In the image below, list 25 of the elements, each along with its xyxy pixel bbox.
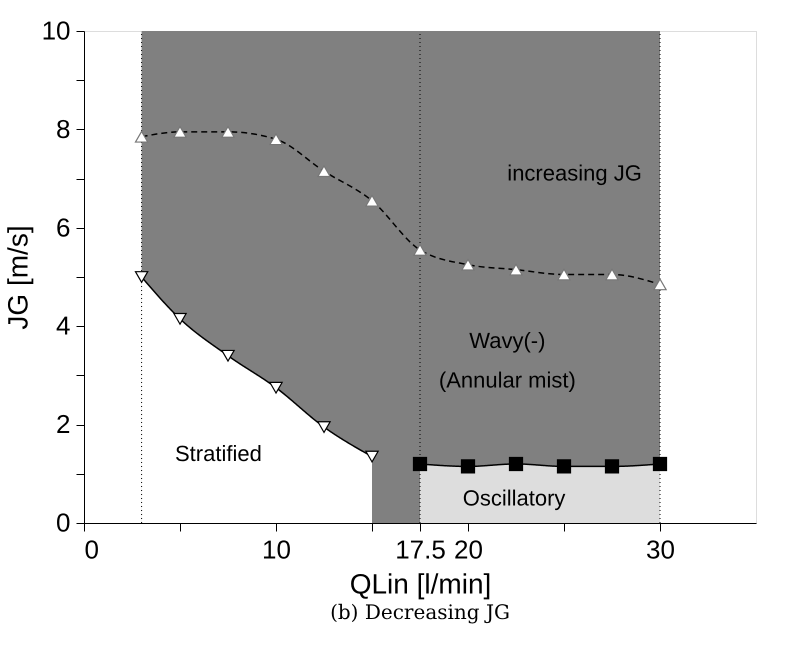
point [269, 382, 283, 394]
annotation: (Annular mist) [438, 367, 576, 392]
x-tick-label: 30 [646, 534, 675, 564]
x-tick-label: 17.5 [395, 534, 446, 564]
point [317, 421, 331, 433]
point [221, 350, 235, 362]
point [365, 450, 379, 462]
y-tick-label: 4 [56, 310, 70, 341]
point [134, 271, 148, 283]
x-tick-label: 20 [454, 534, 483, 564]
y-axis-title: JG [m/s] [2, 225, 34, 330]
y-tick-label: 10 [42, 16, 70, 46]
y-tick-label: 8 [56, 114, 70, 144]
x-tick-label: 10 [262, 534, 291, 564]
annotation: Stratified [174, 441, 262, 466]
annotation: increasing JG [507, 160, 642, 186]
y-tick-label: 2 [56, 409, 70, 440]
annotation: Wavy(-) [469, 328, 546, 353]
y-tick-label: 6 [56, 212, 70, 242]
point [173, 312, 187, 325]
x-tick-label: 0 [84, 534, 99, 564]
annotation: Oscillatory [462, 485, 566, 510]
text: (b) Decreasing JG [330, 600, 510, 624]
y-tick-label: 0 [56, 508, 70, 538]
x-axis-title: QLin [l/min] [350, 568, 492, 600]
